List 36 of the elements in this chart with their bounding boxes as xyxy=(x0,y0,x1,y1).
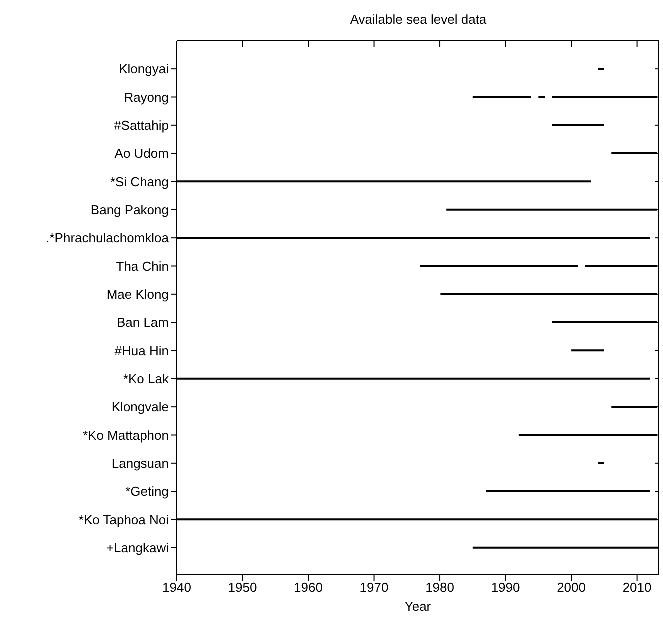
x-axis-title: Year xyxy=(404,599,432,614)
y-tick-label: *Geting xyxy=(126,484,169,500)
y-tick-label: Klongyai xyxy=(119,62,170,77)
bar xyxy=(598,462,604,464)
y-tick-label: *Ko Lak xyxy=(123,372,170,387)
bar xyxy=(486,490,650,492)
x-tick-label: 1980 xyxy=(426,580,454,596)
y-tick-label: +Langkawi xyxy=(106,540,170,556)
x-tick-label: 1970 xyxy=(360,580,389,596)
y-tick-label: Klongvale xyxy=(112,400,169,415)
x-tick-label: 1960 xyxy=(294,580,323,596)
bar xyxy=(572,350,604,352)
y-tick-label: #Hua Hin xyxy=(114,343,169,358)
bar xyxy=(598,68,604,70)
bar xyxy=(552,124,604,126)
y-tick-label: .*Phrachulachomkloa xyxy=(46,230,170,246)
bar xyxy=(420,265,578,268)
y-tick-label: Tha Chin xyxy=(116,258,169,274)
y-tick-label: #Sattahip xyxy=(114,118,169,134)
y-tick-label: Rayong xyxy=(124,90,169,105)
y-tick-label: Bang Pakong xyxy=(90,202,169,218)
x-tick-label: 1990 xyxy=(491,580,520,596)
y-tick-label: *Ko Taphoa Noi xyxy=(78,512,170,528)
y-tick-label: Ban Lam xyxy=(116,315,169,330)
x-tick-label: 1950 xyxy=(228,580,258,596)
x-tick-label: 2000 xyxy=(557,580,586,596)
y-tick-label: Langsuan xyxy=(112,456,169,472)
y-tick-label: *Si Chang xyxy=(110,174,169,190)
bar xyxy=(472,96,532,98)
chart-title: Available sea level data xyxy=(349,12,488,27)
x-tick-label: 1940 xyxy=(162,580,192,596)
bar xyxy=(538,96,546,98)
y-tick-label: *Ko Mattaphon xyxy=(82,428,169,443)
y-tick-label: Mae Klong xyxy=(106,287,169,302)
x-tick-label: 2010 xyxy=(622,580,652,596)
y-tick-label: Ao Udom xyxy=(114,146,169,162)
